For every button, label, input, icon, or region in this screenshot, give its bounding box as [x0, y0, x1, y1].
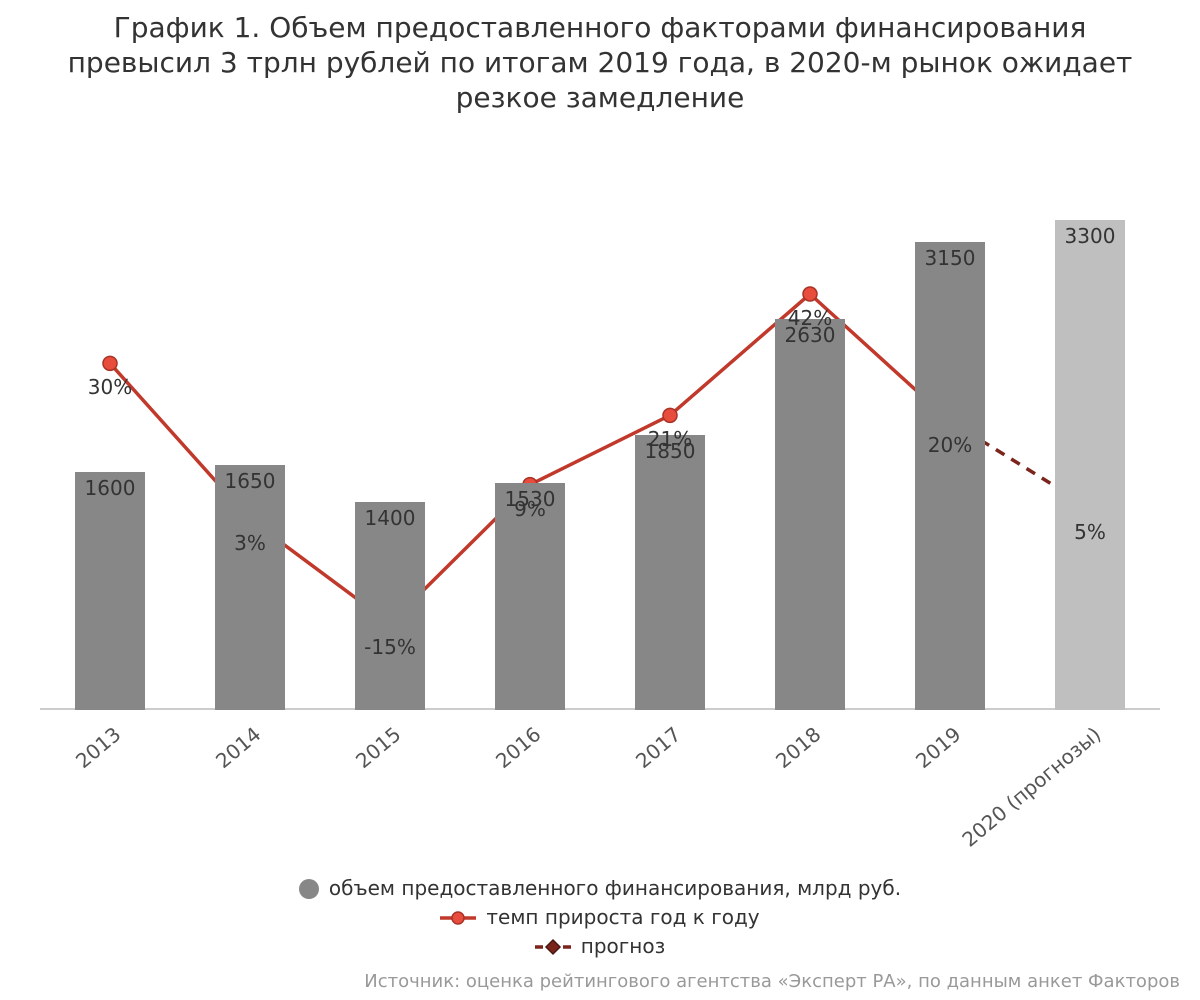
growth-pct-label: 3%: [180, 531, 320, 555]
x-tick-label: 2015: [351, 722, 405, 773]
legend-item: темп прироста год к году: [440, 904, 759, 931]
x-tick-label: 2013: [71, 722, 125, 773]
bar: [215, 465, 285, 710]
bar-value-label: 1600: [40, 476, 180, 500]
bar: [635, 435, 705, 710]
bar-column: 2630: [740, 190, 880, 710]
legend-swatch-line-icon: [535, 937, 571, 957]
growth-pct-label: -15%: [320, 635, 460, 659]
growth-pct-label: 20%: [880, 433, 1020, 457]
bar-column: 1650: [180, 190, 320, 710]
bar: [355, 502, 425, 710]
legend-item: объем предоставленного финансирования, м…: [299, 875, 901, 902]
bar: [1055, 220, 1125, 710]
x-axis-labels: 2013 2014 2015 2016 2017 2018 20192020 (прогно…: [40, 710, 1160, 870]
legend-item: прогноз: [535, 933, 665, 960]
growth-pct-label: 9%: [460, 497, 600, 521]
bar-value-label: 3300: [1020, 224, 1160, 248]
bar: [75, 472, 145, 710]
bar-column: 1400: [320, 190, 460, 710]
x-tick-label: 2014: [211, 722, 265, 773]
chart-container: График 1. Объем предоставленного фактора…: [0, 0, 1200, 1000]
bar-value-label: 1650: [180, 469, 320, 493]
plot-area: 1600165014001530185026303150330030%3%-15…: [40, 190, 1160, 710]
legend-label: темп прироста год к году: [486, 904, 759, 931]
bar-column: 3300: [1020, 190, 1160, 710]
bar: [775, 319, 845, 710]
legend-swatch-bar-icon: [299, 879, 319, 899]
bar-column: 1600: [40, 190, 180, 710]
bar: [915, 242, 985, 710]
legend-label: прогноз: [581, 933, 665, 960]
bar-column: 1530: [460, 190, 600, 710]
growth-pct-label: 30%: [40, 375, 180, 399]
x-tick-label: 2019: [911, 722, 965, 773]
chart-title: График 1. Объем предоставленного фактора…: [0, 10, 1200, 115]
x-tick-label: 2017: [631, 722, 685, 773]
source-text: Источник: оценка рейтингового агентства …: [364, 971, 1180, 992]
bar-value-label: 1400: [320, 506, 460, 530]
x-tick-label: 2020 (прогнозы): [957, 722, 1105, 852]
legend: объем предоставленного финансирования, м…: [0, 875, 1200, 960]
growth-pct-label: 21%: [600, 427, 740, 451]
growth-pct-label: 42%: [740, 306, 880, 330]
x-tick-label: 2016: [491, 722, 545, 773]
forecast-pct-label: 5%: [1020, 520, 1160, 544]
legend-swatch-line-icon: [440, 908, 476, 928]
x-tick-label: 2018: [771, 722, 825, 773]
bar-value-label: 3150: [880, 246, 1020, 270]
legend-label: объем предоставленного финансирования, м…: [329, 875, 901, 902]
